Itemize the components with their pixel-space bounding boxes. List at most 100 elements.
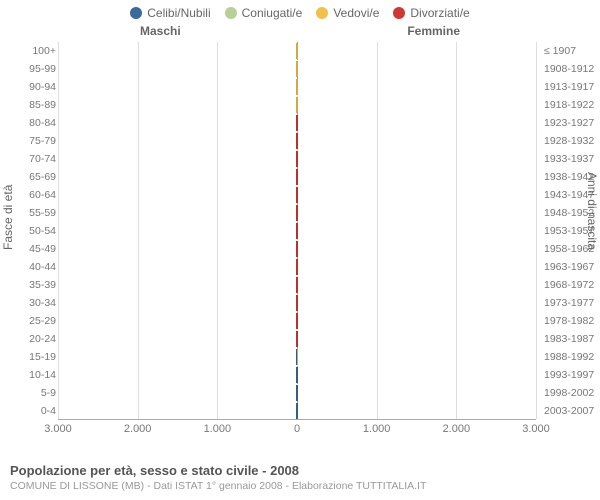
legend-item: Vedovi/e xyxy=(316,6,379,20)
birth-label: 1973-1977 xyxy=(544,297,600,309)
age-label: 55-59 xyxy=(0,207,56,219)
bar-segment xyxy=(297,385,298,401)
bar-segment xyxy=(297,259,298,275)
age-label: 75-79 xyxy=(0,135,56,147)
age-row: 50-541953-1957 xyxy=(58,222,536,240)
age-row: 15-191988-1992 xyxy=(58,348,536,366)
age-label: 20-24 xyxy=(0,333,56,345)
birth-label: 2003-2007 xyxy=(544,405,600,417)
x-tick-label: 3.000 xyxy=(44,423,72,435)
legend-item: Coniugati/e xyxy=(225,6,303,20)
age-row: 45-491958-1962 xyxy=(58,240,536,258)
age-label: 70-74 xyxy=(0,153,56,165)
female-bar xyxy=(297,367,298,383)
legend-dot xyxy=(393,7,405,19)
bar-segment xyxy=(297,223,298,239)
age-row: 25-291978-1982 xyxy=(58,312,536,330)
female-bar xyxy=(297,349,298,365)
age-label: 10-14 xyxy=(0,369,56,381)
birth-label: 1978-1982 xyxy=(544,315,600,327)
age-label: 25-29 xyxy=(0,315,56,327)
birth-label: ≤ 1907 xyxy=(544,45,600,57)
age-row: 65-691938-1942 xyxy=(58,168,536,186)
female-bar xyxy=(297,259,298,275)
bar-segment xyxy=(297,403,298,419)
age-row: 60-641943-1947 xyxy=(58,186,536,204)
legend-label: Coniugati/e xyxy=(242,6,303,20)
x-tick-label: 1.000 xyxy=(363,423,391,435)
age-label: 15-19 xyxy=(0,351,56,363)
female-bar xyxy=(297,187,298,203)
birth-label: 1958-1962 xyxy=(544,243,600,255)
bar-segment xyxy=(297,331,298,347)
plot-area: 100+≤ 190795-991908-191290-941913-191785… xyxy=(58,42,536,420)
age-label: 5-9 xyxy=(0,387,56,399)
age-row: 95-991908-1912 xyxy=(58,60,536,78)
birth-label: 1933-1937 xyxy=(544,153,600,165)
age-row: 30-341973-1977 xyxy=(58,294,536,312)
gender-header: Maschi Femmine xyxy=(0,24,600,38)
bar-segment xyxy=(297,295,298,311)
age-label: 90-94 xyxy=(0,81,56,93)
legend-label: Celibi/Nubili xyxy=(147,6,210,20)
bar-segment xyxy=(297,133,298,149)
female-bar xyxy=(297,277,298,293)
female-bar xyxy=(297,115,298,131)
x-axis: 3.0002.0001.00001.0002.0003.000 xyxy=(58,420,536,438)
legend-dot xyxy=(225,7,237,19)
x-tick-label: 3.000 xyxy=(522,423,550,435)
birth-label: 1948-1952 xyxy=(544,207,600,219)
male-label: Maschi xyxy=(140,24,181,38)
age-label: 60-64 xyxy=(0,189,56,201)
age-row: 80-841923-1927 xyxy=(58,114,536,132)
age-row: 5-91998-2002 xyxy=(58,384,536,402)
birth-label: 1923-1927 xyxy=(544,117,600,129)
legend-label: Vedovi/e xyxy=(333,6,379,20)
birth-label: 1928-1932 xyxy=(544,135,600,147)
age-label: 30-34 xyxy=(0,297,56,309)
x-tick-label: 2.000 xyxy=(124,423,152,435)
birth-label: 1908-1912 xyxy=(544,63,600,75)
chart-title: Popolazione per età, sesso e stato civil… xyxy=(10,463,426,478)
female-bar xyxy=(297,133,298,149)
birth-label: 1998-2002 xyxy=(544,387,600,399)
female-bar xyxy=(297,205,298,221)
legend-label: Divorziati/e xyxy=(410,6,469,20)
birth-label: 1913-1917 xyxy=(544,81,600,93)
age-label: 100+ xyxy=(0,45,56,57)
female-bar xyxy=(297,241,298,257)
birth-label: 1953-1957 xyxy=(544,225,600,237)
age-row: 85-891918-1922 xyxy=(58,96,536,114)
age-row: 40-441963-1967 xyxy=(58,258,536,276)
age-row: 75-791928-1932 xyxy=(58,132,536,150)
legend-dot xyxy=(316,7,328,19)
footer: Popolazione per età, sesso e stato civil… xyxy=(10,463,426,492)
bar-segment xyxy=(297,97,298,113)
female-bar xyxy=(297,403,298,419)
bar-segment xyxy=(297,367,298,383)
bar-segment xyxy=(297,43,298,59)
birth-label: 1983-1987 xyxy=(544,333,600,345)
chart-subtitle: COMUNE DI LISSONE (MB) - Dati ISTAT 1° g… xyxy=(10,480,426,492)
female-bar xyxy=(297,43,298,59)
bar-segment xyxy=(297,241,298,257)
age-label: 40-44 xyxy=(0,261,56,273)
age-label: 0-4 xyxy=(0,405,56,417)
age-label: 65-69 xyxy=(0,171,56,183)
age-label: 80-84 xyxy=(0,117,56,129)
pyramid-chart: 100+≤ 190795-991908-191290-941913-191785… xyxy=(58,42,536,438)
birth-label: 1918-1922 xyxy=(544,99,600,111)
female-bar xyxy=(297,97,298,113)
legend-dot xyxy=(130,7,142,19)
female-bar xyxy=(297,79,298,95)
age-label: 45-49 xyxy=(0,243,56,255)
age-label: 35-39 xyxy=(0,279,56,291)
female-bar xyxy=(297,151,298,167)
x-tick-label: 1.000 xyxy=(204,423,232,435)
age-label: 95-99 xyxy=(0,63,56,75)
birth-label: 1938-1942 xyxy=(544,171,600,183)
bar-segment xyxy=(297,61,298,77)
grid-line xyxy=(536,42,537,419)
female-bar xyxy=(297,313,298,329)
age-row: 0-42003-2007 xyxy=(58,402,536,420)
